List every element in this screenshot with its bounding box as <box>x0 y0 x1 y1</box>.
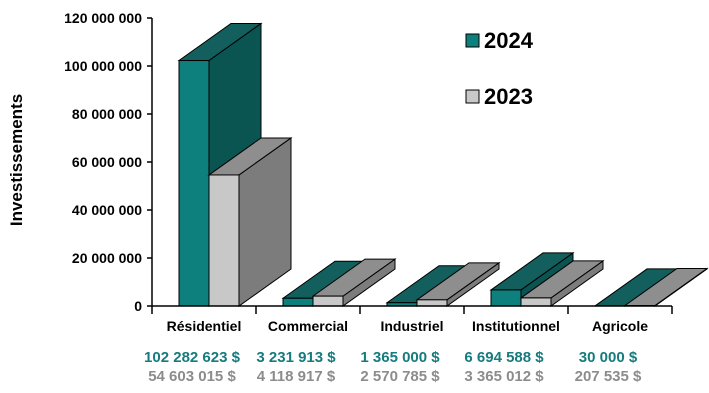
bar-front <box>312 295 344 307</box>
y-tick-label: 100 000 000 <box>64 58 142 74</box>
x-tick-label: Institutionnel <box>472 318 560 334</box>
legend-label-2023: 2023 <box>484 84 533 109</box>
bar-front <box>416 299 448 307</box>
x-tick-label: Industriel <box>380 318 443 334</box>
bar-front <box>208 174 240 307</box>
bar-front <box>520 297 552 307</box>
value-label-2024: 1 365 000 $ <box>360 349 440 366</box>
bar-2023-institutionnel <box>519 259 605 307</box>
value-label-2023: 3 365 012 $ <box>464 368 544 385</box>
y-tick-label: 20 000 000 <box>72 250 142 266</box>
value-label-2023: 2 570 785 $ <box>360 368 440 385</box>
value-label-2023: 207 535 $ <box>575 368 642 385</box>
legend-swatch-2023 <box>465 89 480 104</box>
x-tick-label: Commercial <box>268 318 348 334</box>
y-tick-label: 80 000 000 <box>72 106 142 122</box>
y-tick-label: 0 <box>134 298 142 314</box>
value-label-2023: 4 118 917 $ <box>257 368 336 385</box>
y-tick-label: 60 000 000 <box>72 154 142 170</box>
bar-2023-commercial <box>311 258 397 307</box>
x-tick-label: Agricole <box>592 318 648 334</box>
legend-swatch-2024 <box>465 33 480 48</box>
value-label-2024: 30 000 $ <box>579 349 638 366</box>
axes-layer: 0 20 000 000 40 000 000 60 000 000 80 000 00… <box>64 10 673 334</box>
bar-2023-industriel <box>415 261 501 307</box>
bar-front <box>282 297 314 307</box>
value-label-2023: 54 603 015 $ <box>148 368 236 385</box>
legend: 2024 2023 <box>465 28 534 109</box>
bars-layer <box>177 22 709 307</box>
bar-front <box>490 289 522 307</box>
value-label-2024: 3 231 913 $ <box>256 349 336 366</box>
x-tick-label: Résidentiel <box>167 318 242 334</box>
y-tick-label: 120 000 000 <box>64 10 142 26</box>
bar-2023-résidentiel <box>207 136 293 307</box>
y-tick-label: 40 000 000 <box>72 202 142 218</box>
value-label-2024: 102 282 623 $ <box>144 349 241 366</box>
value-label-2024: 6 694 588 $ <box>464 349 544 366</box>
legend-label-2024: 2024 <box>484 28 534 53</box>
bar-front <box>178 60 210 307</box>
y-axis-title: Investissements <box>7 94 26 226</box>
value-labels: 102 282 623 $ 3 231 913 $ 1 365 000 $ 6 694… <box>144 349 642 385</box>
